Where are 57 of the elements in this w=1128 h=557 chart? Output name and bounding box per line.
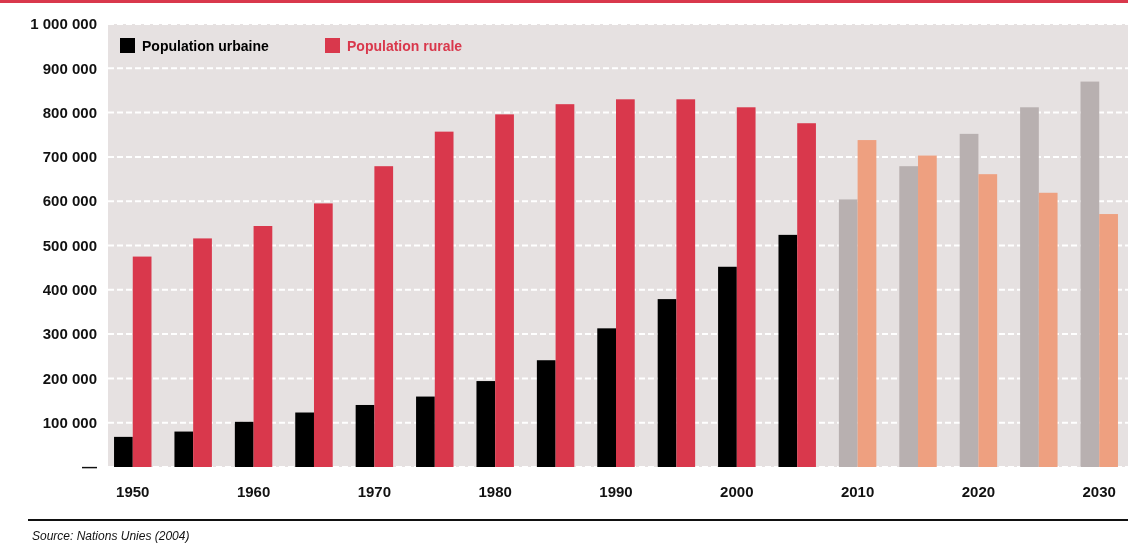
- bar: [295, 412, 314, 467]
- bar: [918, 155, 937, 467]
- bar: [374, 166, 394, 467]
- y-tick-label: 400 000: [42, 281, 97, 299]
- y-tick-label: 500 000: [42, 236, 97, 254]
- bar: [253, 226, 273, 467]
- x-tick-label: 1960: [236, 483, 271, 500]
- bar: [434, 131, 454, 467]
- x-tick-label: 1970: [357, 483, 392, 500]
- y-tick-label: —: [82, 458, 97, 476]
- x-tick-label: 2020: [961, 483, 996, 500]
- bar: [132, 256, 152, 467]
- bar: [1020, 107, 1039, 467]
- x-tick-label: 1950: [116, 483, 150, 500]
- bar: [616, 99, 635, 467]
- bar: [1099, 214, 1118, 467]
- bar: [718, 266, 737, 467]
- x-tick-label: 1990: [599, 483, 633, 500]
- y-tick-label: 300 000: [42, 325, 97, 343]
- bar: [476, 381, 496, 467]
- bar: [959, 133, 979, 467]
- bar: [495, 114, 514, 467]
- bar: [536, 360, 556, 467]
- bar: [778, 234, 798, 467]
- bar: [174, 431, 194, 467]
- bar: [234, 421, 254, 467]
- bar: [857, 140, 877, 467]
- bar: [355, 404, 375, 467]
- bar: [797, 123, 816, 467]
- bar: [416, 396, 435, 467]
- bar: [114, 436, 133, 467]
- y-tick-label: 1 000 000: [30, 15, 97, 33]
- bar: [838, 199, 858, 467]
- y-tick-label: 900 000: [42, 59, 97, 77]
- x-tick-label: 2010: [840, 483, 875, 500]
- bar: [597, 328, 616, 467]
- bar: [193, 238, 212, 467]
- bar: [555, 104, 575, 467]
- bar: [736, 107, 756, 467]
- x-tick-label: 2030: [1082, 483, 1116, 500]
- bar: [676, 99, 696, 467]
- legend-label: Population urbaine: [142, 37, 269, 54]
- y-tick-label: 800 000: [42, 103, 97, 121]
- bar: [313, 203, 333, 467]
- y-tick-label: 600 000: [42, 192, 97, 210]
- legend-label: Population rurale: [347, 37, 463, 54]
- y-tick-label: 700 000: [42, 148, 97, 166]
- bar: [1080, 81, 1100, 467]
- bar: [899, 166, 919, 467]
- y-tick-label: 200 000: [42, 369, 97, 387]
- x-tick-label: 2000: [720, 483, 754, 500]
- bar: [657, 299, 677, 467]
- x-tick-label: 1980: [478, 483, 512, 500]
- bar: [1038, 192, 1058, 467]
- bar: [978, 174, 998, 467]
- y-tick-label: 100 000: [42, 413, 97, 431]
- source-note: Source: Nations Unies (2004): [32, 529, 190, 543]
